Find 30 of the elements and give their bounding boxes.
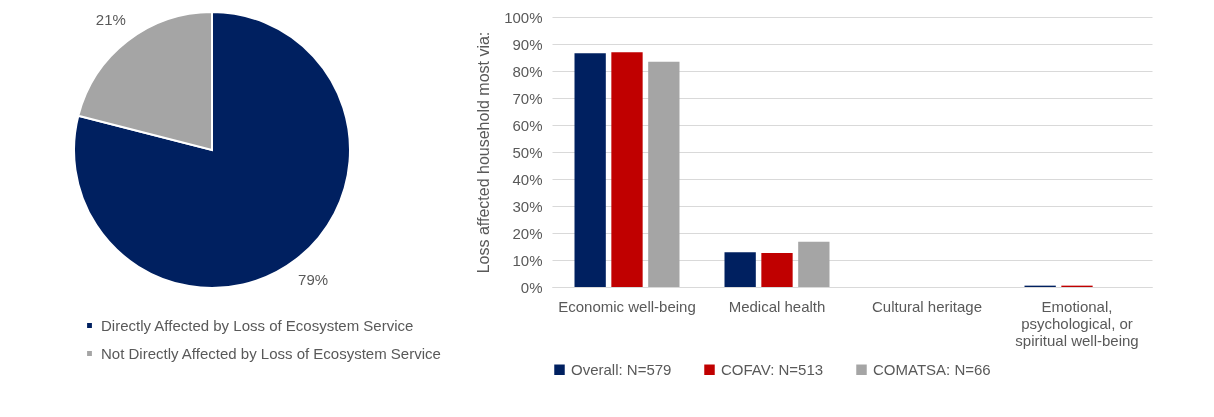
bar (574, 53, 606, 287)
legend-label: COFAV: N=513 (721, 360, 824, 378)
legend-label: Overall: N=579 (571, 360, 672, 378)
y-tick-label: 20% (512, 224, 543, 242)
y-tick-label: 50% (512, 143, 543, 161)
bar (648, 61, 680, 287)
x-tick-label: Economic well-being (558, 297, 696, 315)
y-tick-label: 10% (512, 251, 543, 269)
legend-label: Directly Affected by Loss of Ecosystem Service (101, 316, 414, 334)
bar (798, 241, 830, 287)
y-tick-label: 80% (512, 62, 543, 80)
bar (611, 52, 643, 287)
y-tick-label: 100% (504, 8, 543, 26)
y-tick-label: 70% (512, 89, 543, 107)
y-axis-title: Loss affected household most via: (475, 31, 493, 274)
y-tick-label: 40% (512, 170, 543, 188)
data-label: 79% (298, 271, 329, 289)
y-tick-label: 0% (520, 278, 543, 296)
y-tick-label: 60% (512, 116, 543, 134)
x-tick-label: Emotional, psychological, or spiritual well-being (1015, 297, 1139, 349)
pie-slice (73, 11, 351, 289)
data-label: 21% (95, 10, 126, 28)
y-tick-label: 30% (512, 197, 543, 215)
x-tick-label: Cultural heritage (871, 297, 983, 315)
y-tick-label: 90% (512, 35, 543, 53)
bar (761, 252, 793, 287)
x-tick-label: Medical health (728, 297, 826, 315)
legend-label: Not Directly Affected by Loss of Ecosystem Service (101, 344, 441, 362)
bar (724, 252, 756, 287)
legend-label: COMATSA: N=66 (873, 360, 991, 378)
